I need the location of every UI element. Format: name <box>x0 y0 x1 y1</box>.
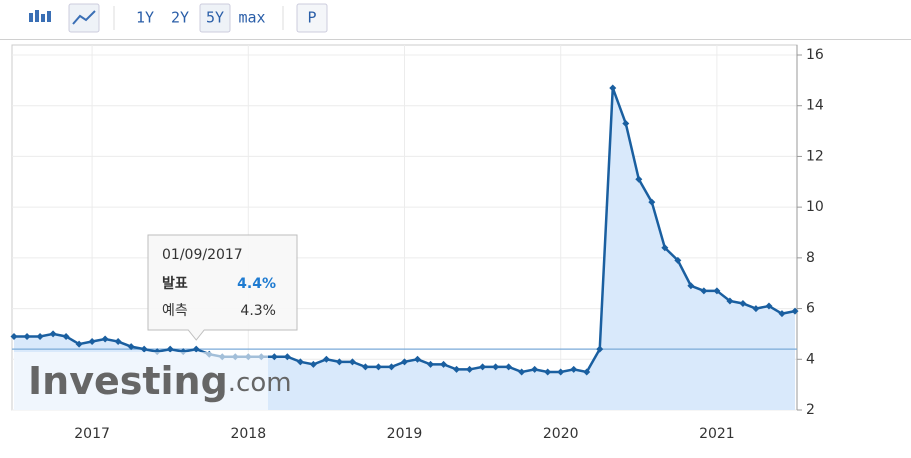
point <box>192 345 200 353</box>
point <box>401 358 408 366</box>
range-button[interactable]: max <box>238 9 265 27</box>
tooltip-label: 예측 <box>162 303 188 319</box>
tooltip: 01/09/2017 발표 4.4% 예측 4.3% <box>147 234 298 341</box>
point <box>335 358 343 366</box>
point <box>36 332 44 340</box>
point <box>518 368 526 376</box>
point <box>361 363 369 371</box>
point <box>62 332 70 340</box>
point <box>440 360 448 368</box>
watermark-brand: Investing <box>28 359 228 403</box>
y-tick-label: 12 <box>806 148 824 164</box>
point <box>752 305 760 313</box>
tooltip-value: 4.3% <box>240 303 276 319</box>
point <box>713 287 721 295</box>
point <box>466 365 474 373</box>
point <box>296 358 304 366</box>
point <box>505 363 513 371</box>
point <box>622 119 630 127</box>
point <box>23 332 31 340</box>
x-tick-label: 2019 <box>387 426 423 442</box>
x-tick-label: 2020 <box>543 426 579 442</box>
point <box>791 307 799 315</box>
y-tick-label: 10 <box>806 199 824 215</box>
point <box>739 300 747 307</box>
point <box>778 310 786 318</box>
p-button-bg <box>296 3 328 33</box>
point <box>687 282 695 290</box>
x-tick-label: 2018 <box>230 426 266 442</box>
point <box>374 363 382 371</box>
range-button[interactable]: 5Y <box>206 9 224 27</box>
point <box>140 345 148 353</box>
selected-range <box>199 3 231 33</box>
tooltip-date: 01/09/2017 <box>162 247 243 263</box>
y-tick-label: 2 <box>806 402 815 418</box>
point <box>348 358 356 366</box>
point <box>309 360 317 368</box>
watermark-bg <box>14 352 268 410</box>
point <box>726 297 734 305</box>
tooltip-label: 발표 <box>162 275 188 292</box>
y-tick-label: 8 <box>806 250 815 266</box>
point <box>270 353 278 361</box>
bar-chart-icon[interactable] <box>29 10 51 22</box>
line-chart-icon[interactable] <box>68 3 100 33</box>
y-tick-label: 6 <box>806 301 815 317</box>
point <box>114 338 122 346</box>
point <box>427 360 435 368</box>
point <box>570 365 578 373</box>
point <box>596 345 604 353</box>
point <box>479 363 487 371</box>
point <box>557 368 565 376</box>
point <box>635 175 643 183</box>
point <box>101 335 109 343</box>
x-tick-label: 2017 <box>74 426 110 442</box>
watermark-suffix: .com <box>228 368 292 398</box>
point <box>531 365 539 373</box>
tooltip-box <box>147 234 298 341</box>
point <box>648 198 656 206</box>
x-tick-label: 2021 <box>699 426 735 442</box>
point <box>88 338 96 346</box>
point <box>283 353 291 361</box>
point <box>322 355 330 363</box>
point <box>127 343 135 351</box>
point <box>609 84 617 92</box>
watermark: Investing.com <box>28 359 292 403</box>
point <box>674 256 682 264</box>
toolbar <box>0 3 911 40</box>
point <box>700 287 708 295</box>
point <box>49 330 57 338</box>
tooltip-value: 4.4% <box>237 276 276 292</box>
point <box>492 363 500 371</box>
range-button[interactable]: P <box>307 9 316 27</box>
y-tick-label: 16 <box>806 47 824 63</box>
point <box>661 244 669 252</box>
point <box>765 302 773 310</box>
range-button[interactable]: 1Y <box>136 9 154 27</box>
plot: 2 4 6 8 10 12 14 16 2017 2018 2019 2020 2021 Investin… <box>10 44 824 442</box>
point <box>75 340 83 348</box>
y-tick-label: 14 <box>806 98 824 114</box>
point <box>166 345 174 353</box>
point <box>453 365 461 373</box>
point <box>387 363 395 371</box>
point <box>583 368 591 376</box>
point <box>10 332 18 340</box>
point <box>414 355 422 363</box>
y-tick-label: 4 <box>806 351 815 367</box>
range-button[interactable]: 2Y <box>171 9 189 27</box>
point <box>544 368 552 376</box>
